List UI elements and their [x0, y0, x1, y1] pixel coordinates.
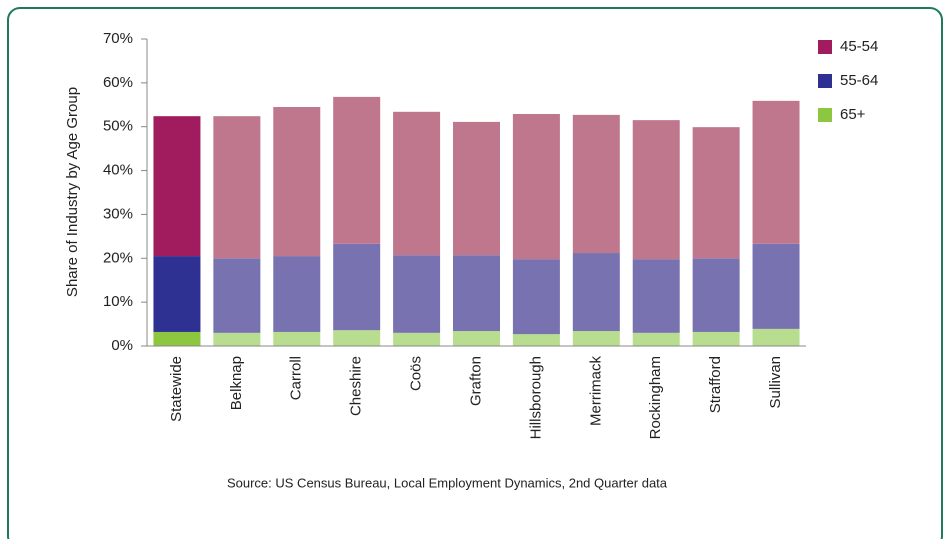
x-tick-label: Cheshire: [348, 356, 365, 416]
bar-segment: [333, 330, 381, 346]
x-tick-label: Statewide: [168, 356, 185, 422]
x-tick-label: Rockingham: [647, 356, 664, 439]
bar-segment: [453, 255, 500, 332]
bar-segment: [393, 332, 441, 346]
bar-segment: [453, 121, 500, 256]
bar-segment: [153, 331, 201, 346]
y-axis-label: Share of Industry by Age Group: [64, 87, 81, 297]
legend-label: 55-64: [840, 72, 878, 89]
bar-segment: [572, 331, 620, 346]
bar-segment: [512, 334, 560, 346]
bar-segment: [632, 332, 680, 346]
x-tick-label: Grafton: [467, 356, 484, 406]
legend-swatch: [818, 74, 832, 88]
bar-segment: [333, 243, 381, 331]
bar-segment: [692, 127, 740, 259]
y-tick-label: 30%: [103, 205, 133, 222]
x-tick-label: Sullivan: [767, 356, 784, 409]
bar-segment: [393, 255, 441, 333]
bar-segment: [632, 259, 680, 333]
y-tick-label: 60%: [103, 74, 133, 91]
bar-segment: [692, 331, 740, 346]
x-tick-label: Merrimack: [587, 356, 604, 426]
bar-segment: [153, 116, 201, 257]
bar-segment: [692, 258, 740, 332]
legend-label: 45-54: [840, 38, 878, 55]
bar-segment: [632, 120, 680, 260]
bar-segment: [273, 256, 321, 332]
bar-segment: [153, 256, 201, 332]
y-tick-label: 50%: [103, 118, 133, 135]
x-tick-label: Carroll: [288, 356, 305, 400]
y-tick-label: 70%: [103, 30, 133, 47]
y-tick-label: 10%: [103, 293, 133, 310]
source-note: Source: US Census Bureau, Local Employme…: [227, 475, 668, 490]
bar-segment: [213, 258, 261, 333]
y-tick-label: 40%: [103, 162, 133, 179]
legend-label: 65+: [840, 106, 866, 123]
x-tick-label: Belknap: [228, 356, 245, 410]
x-tick-label: Hillsborough: [527, 356, 544, 439]
bar-segment: [512, 259, 560, 335]
bar-segment: [453, 331, 500, 346]
bar-segment: [273, 106, 321, 257]
bar-segment: [752, 243, 800, 329]
bar-segment: [752, 100, 800, 244]
bar-segment: [273, 331, 321, 346]
legend-swatch: [818, 108, 832, 122]
x-tick-label: Strafford: [707, 356, 724, 413]
bar-segment: [393, 111, 441, 256]
bar-segment: [333, 96, 381, 244]
bar-segment: [572, 114, 620, 254]
y-tick-label: 0%: [111, 337, 133, 354]
bar-segment: [512, 113, 560, 260]
legend-swatch: [818, 40, 832, 54]
x-tick-label: Coös: [408, 356, 425, 391]
bar-segment: [213, 116, 261, 259]
bar-segment: [752, 328, 800, 346]
bar-segment: [572, 253, 620, 332]
bar-segment: [213, 332, 261, 346]
y-tick-label: 20%: [103, 249, 133, 266]
